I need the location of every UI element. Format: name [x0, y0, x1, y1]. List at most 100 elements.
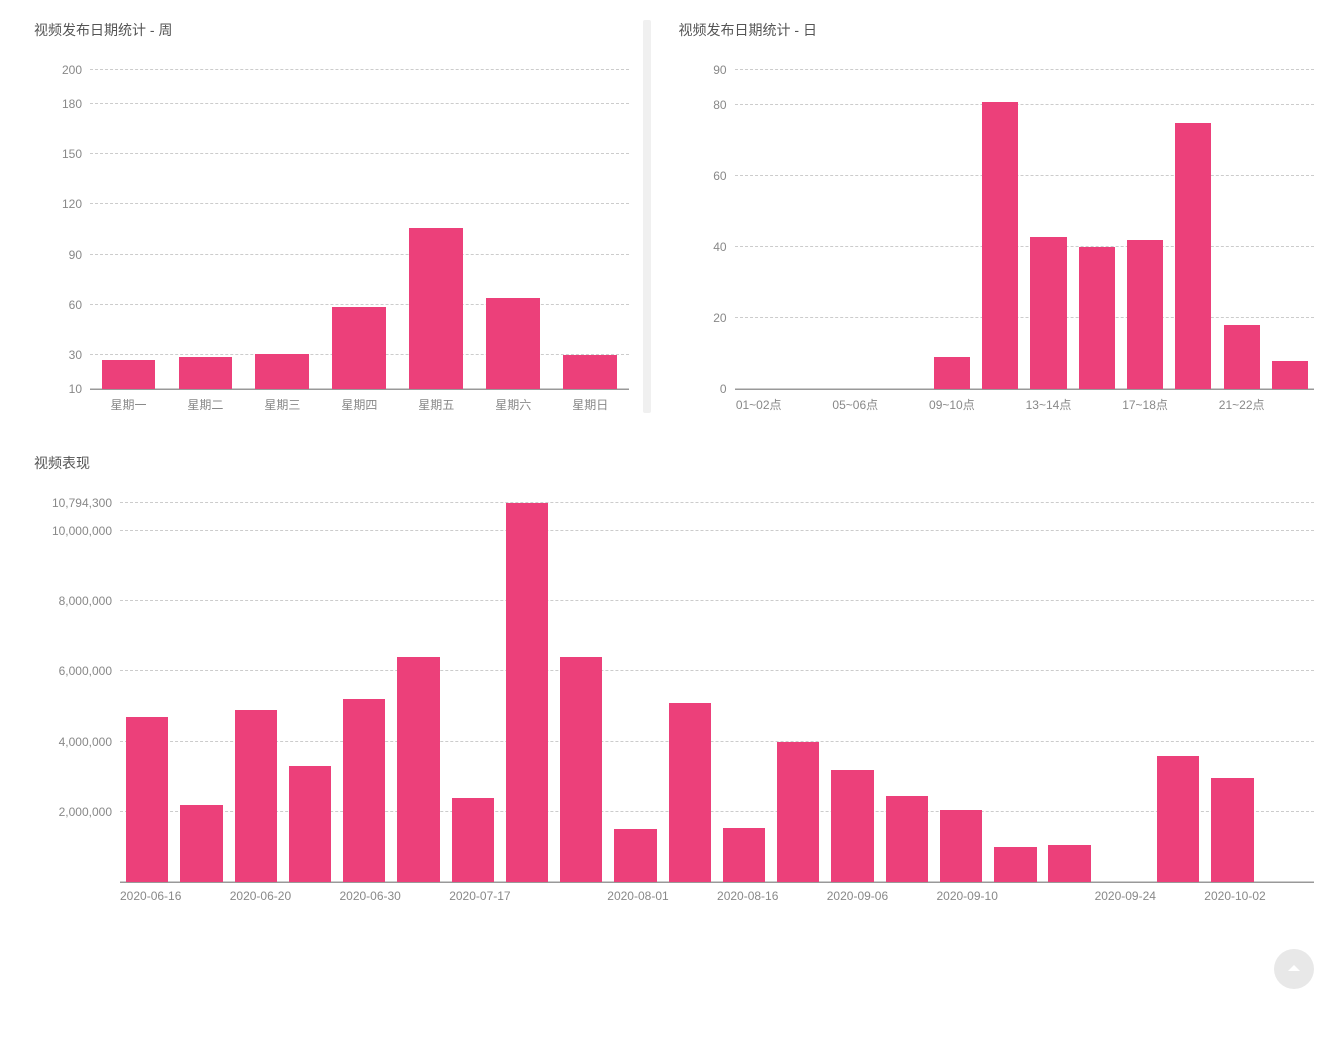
x-axis-label: 2020-10-02 [1204, 889, 1265, 903]
x-axis-label [1046, 889, 1094, 903]
y-axis-label: 120 [62, 197, 90, 211]
bar-slot [398, 70, 475, 389]
bar [1127, 240, 1163, 389]
x-axis-label: 星期六 [475, 396, 552, 413]
bar [102, 360, 156, 389]
bar [563, 355, 617, 389]
bar-slot [552, 70, 629, 389]
bar-slot [608, 503, 662, 882]
x-axis-label: 2020-07-17 [449, 889, 510, 903]
arrow-up-icon [1286, 961, 1302, 977]
x-axis-label [669, 889, 717, 903]
x-axis-label: 2020-08-01 [607, 889, 668, 903]
bar [1175, 123, 1211, 389]
bar [777, 742, 819, 882]
hour-chart-panel: 视频发布日期统计 - 日 02040608090 01~02点05~06点09~… [655, 20, 1314, 413]
x-axis-label [511, 889, 559, 903]
x-axis-label: 17~18点 [1121, 396, 1169, 413]
performance-chart: 2,000,000 4,000,000 6,000,000 8,000,000 10,0… [30, 503, 1314, 903]
x-axis-label [778, 889, 826, 903]
bar [255, 354, 309, 389]
top-row: 视频发布日期统计 - 周 10306090120150180200 星期一星期二… [30, 20, 1314, 413]
x-axis-label: 星期一 [90, 396, 167, 413]
bar [1272, 361, 1308, 389]
bar-slot [500, 503, 554, 882]
bar-slot [1218, 70, 1266, 389]
bar-slot [283, 503, 337, 882]
x-axis-label: 星期四 [321, 396, 398, 413]
week-chart: 10306090120150180200 星期一星期二星期三星期四星期五星期六星… [30, 70, 629, 413]
y-axis-label: 2,000,000 [59, 805, 120, 819]
y-axis-label: 6,000,000 [59, 664, 120, 678]
bar [486, 298, 540, 389]
y-axis-label: 200 [62, 63, 90, 77]
y-axis-label: 20 [713, 311, 734, 325]
bar-slot [880, 503, 934, 882]
x-axis-label [976, 396, 1024, 413]
hour-chart: 02040608090 01~02点05~06点09~10点13~14点17~1… [675, 70, 1314, 413]
bar [723, 828, 765, 882]
x-axis-label: 21~22点 [1218, 396, 1266, 413]
x-axis-label: 2020-06-20 [230, 889, 291, 903]
x-axis-label [1073, 396, 1121, 413]
bar-slot [1205, 503, 1259, 882]
x-axis-label: 2020-09-10 [936, 889, 997, 903]
bar [669, 703, 711, 882]
bar-slot [879, 70, 927, 389]
bar-slot [717, 503, 771, 882]
bar-slot [928, 70, 976, 389]
scroll-to-top-button[interactable] [1274, 949, 1314, 989]
bar-slot [1073, 70, 1121, 389]
bars-container [90, 70, 629, 389]
performance-chart-title: 视频表现 [34, 453, 1314, 473]
bar [1157, 756, 1199, 882]
x-axis-label: 星期五 [398, 396, 475, 413]
y-axis-label: 10,000,000 [52, 524, 120, 538]
bar [886, 796, 928, 882]
bar-slot [988, 503, 1042, 882]
bar-slot [446, 503, 500, 882]
bar-slot [831, 70, 879, 389]
x-axis-label [1169, 396, 1217, 413]
bar-slot [229, 503, 283, 882]
x-axis-label: 星期三 [244, 396, 321, 413]
y-axis-label: 8,000,000 [59, 594, 120, 608]
y-axis-label: 4,000,000 [59, 735, 120, 749]
x-axis-label: 星期日 [552, 396, 629, 413]
x-axis-label: 2020-06-16 [120, 889, 181, 903]
x-axis-label [401, 889, 449, 903]
y-axis-label: 0 [720, 382, 735, 396]
bar [179, 357, 233, 389]
bar [1030, 237, 1066, 389]
bar-slot [475, 70, 552, 389]
x-axis-label [1266, 889, 1314, 903]
bars-container [735, 70, 1314, 389]
bar [831, 770, 873, 882]
bar-slot [1266, 70, 1314, 389]
bar-slot [90, 70, 167, 389]
x-axis-label [181, 889, 229, 903]
bar [180, 805, 222, 882]
bar-slot [554, 503, 608, 882]
x-axis-label: 13~14点 [1024, 396, 1072, 413]
bar-slot [1024, 70, 1072, 389]
y-axis-label: 80 [713, 98, 734, 112]
bar-slot [120, 503, 174, 882]
bar [289, 766, 331, 882]
x-axis-label [783, 396, 831, 413]
x-axis-label: 2020-09-24 [1095, 889, 1156, 903]
bar [1211, 778, 1253, 882]
x-axis-label [291, 889, 339, 903]
bar [332, 307, 386, 389]
bar [940, 810, 982, 882]
x-axis-label: 星期二 [167, 396, 244, 413]
bar-slot [1260, 503, 1314, 882]
bar [1224, 325, 1260, 389]
week-chart-panel: 视频发布日期统计 - 周 10306090120150180200 星期一星期二… [30, 20, 639, 413]
bar-slot [337, 503, 391, 882]
bar [614, 829, 656, 882]
y-axis-label: 10,794,300 [52, 496, 120, 510]
bar-slot [976, 70, 1024, 389]
bar-slot [167, 70, 244, 389]
bar-slot [391, 503, 445, 882]
